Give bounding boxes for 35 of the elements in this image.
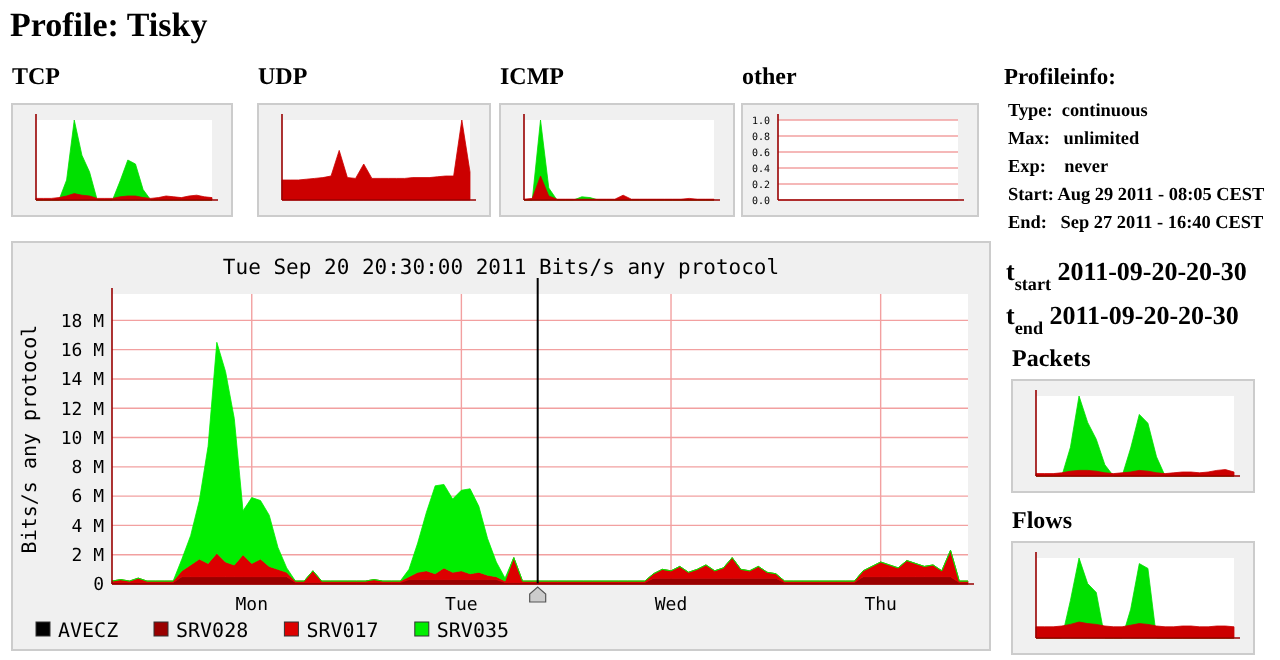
chart-title: Packets bbox=[1012, 344, 1092, 372]
y-tick-label: 2 M bbox=[71, 547, 106, 568]
chart-title: Tue Sep 20 20:30:00 2011 Bits/s any protocol bbox=[222, 256, 780, 280]
y-tick-label: 12 M bbox=[60, 400, 106, 421]
chart-title: UDP bbox=[258, 62, 308, 90]
y-tick-label: 6 M bbox=[71, 488, 106, 509]
y-tick-label: 14 M bbox=[60, 371, 106, 392]
y-tick-label: 0 bbox=[93, 576, 104, 597]
legend-label: SRV028 bbox=[176, 621, 249, 643]
legend-label: SRV017 bbox=[306, 621, 379, 643]
chart-title: Flows bbox=[1012, 506, 1073, 534]
y-tick-label: 4 M bbox=[71, 517, 106, 538]
x-tick-label: Wed bbox=[654, 596, 688, 616]
chart-title: other bbox=[742, 62, 798, 90]
y-tick-label: 16 M bbox=[60, 341, 106, 362]
text: t$_{end}$ 2011-09-20-20-30 bbox=[1006, 300, 1239, 338]
text: Profile: Tisky bbox=[10, 6, 209, 44]
x-tick-label: Thu bbox=[864, 596, 897, 616]
y-tick-label: 8 M bbox=[71, 459, 106, 480]
y-tick-label: 18 M bbox=[60, 312, 106, 333]
text: Max: unlimited bbox=[1008, 128, 1140, 148]
y-axis-title: Bits/s any protocol bbox=[20, 324, 42, 554]
x-tick-label: Mon bbox=[235, 596, 269, 616]
text: t$_{start}$ 2011-09-20-20-30 bbox=[1006, 256, 1247, 294]
text: Start: Aug 29 2011 - 08:05 CEST bbox=[1008, 184, 1265, 206]
text: Type: continuous bbox=[1008, 100, 1149, 120]
text: Profileinfo: bbox=[1004, 66, 1116, 90]
chart-title: TCP bbox=[12, 62, 60, 90]
legend-label: SRV035 bbox=[436, 621, 510, 643]
x-tick-label: Tue bbox=[445, 596, 478, 616]
y-tick-label: 10 M bbox=[60, 429, 106, 450]
chart-title: ICMP bbox=[500, 62, 564, 90]
text: Exp: never bbox=[1008, 156, 1109, 176]
text: End: Sep 27 2011 - 16:40 CEST bbox=[1008, 212, 1264, 232]
legend-label: AVECZ bbox=[58, 621, 119, 643]
